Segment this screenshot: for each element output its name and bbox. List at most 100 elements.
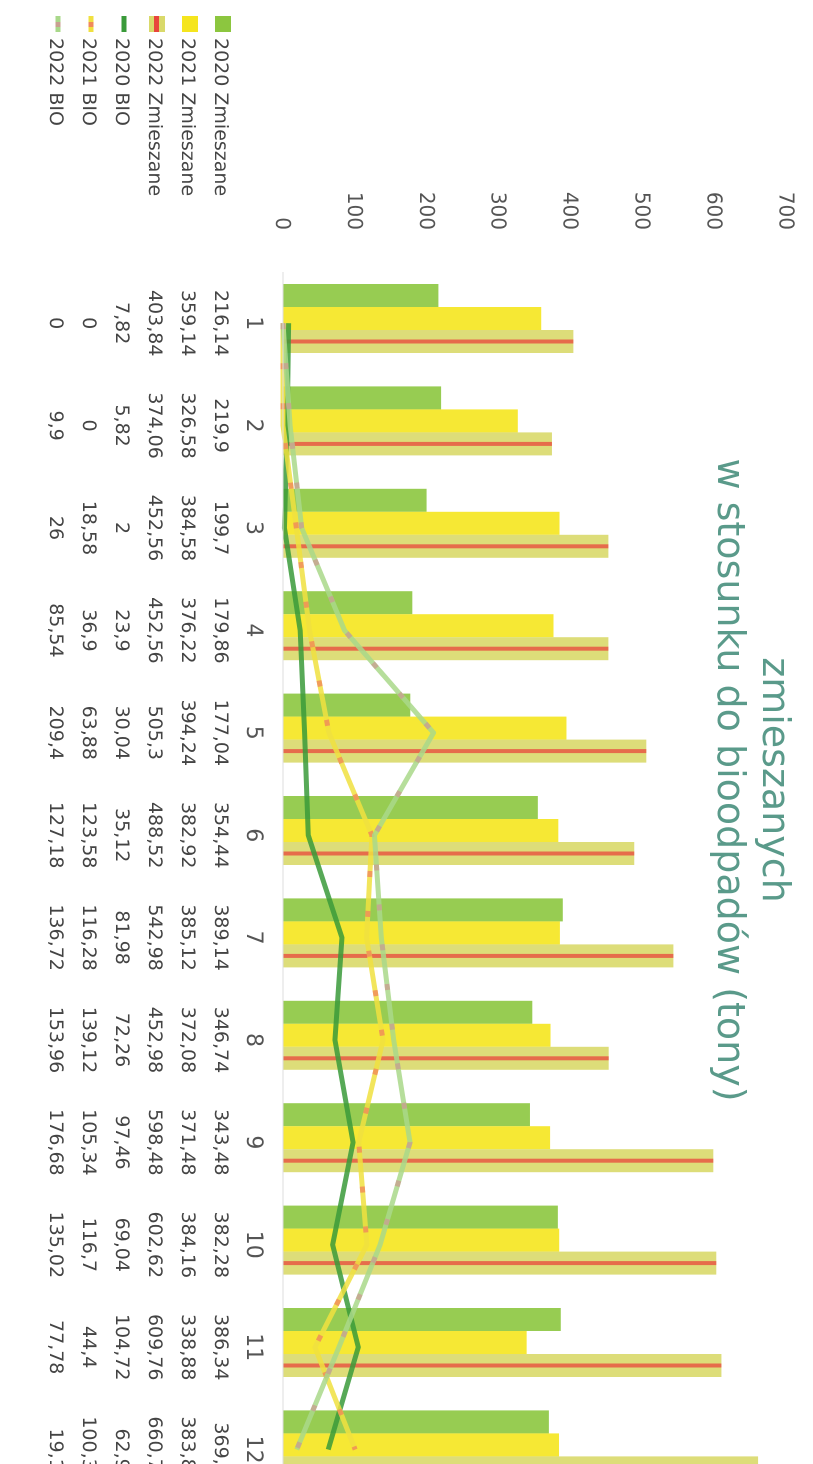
legend-label: 2020 BIO	[111, 38, 133, 126]
bar-stripe	[282, 1363, 722, 1368]
table-cell: 77,78	[45, 1320, 67, 1374]
table-cell: 505,3	[144, 706, 166, 760]
table-cell: 0	[78, 317, 100, 329]
legend-label: 2020 Zmieszane	[210, 38, 232, 196]
bar	[283, 591, 413, 615]
legend-swatch-stripe	[154, 16, 159, 32]
table-cell: 369,8	[210, 1422, 232, 1464]
table-cell: 18,58	[78, 501, 100, 555]
table-cell: 0	[45, 317, 67, 329]
table-cell: 382,92	[177, 802, 199, 868]
table-cell: 69,04	[111, 1218, 133, 1272]
table-cell: 376,22	[177, 597, 199, 663]
table-cell: 19,1	[45, 1428, 67, 1464]
table-cell: 338,88	[177, 1314, 199, 1380]
x-tick-label: 1	[241, 316, 266, 330]
y-tick-label: 0	[271, 217, 295, 230]
bar	[283, 1456, 759, 1464]
table-cell: 26	[45, 516, 67, 540]
table-cell: 44,4	[78, 1326, 100, 1368]
x-tick-label: 11	[241, 1333, 266, 1361]
x-tick-label: 9	[241, 1135, 266, 1149]
bar	[283, 1205, 558, 1229]
chart-title-line1: zmieszanych	[754, 657, 798, 902]
table-cell: 452,56	[144, 495, 166, 561]
series-line	[280, 323, 386, 1451]
bar	[282, 488, 427, 512]
table-cell: 116,28	[78, 904, 100, 970]
x-tick-label: 3	[241, 521, 266, 535]
bar	[283, 1000, 533, 1024]
bar	[283, 614, 554, 638]
x-tick-label: 5	[241, 726, 266, 740]
bar	[283, 307, 542, 330]
table-cell: 382,28	[210, 1212, 232, 1278]
table-cell: 354,44	[210, 802, 232, 868]
bar	[283, 1228, 560, 1252]
legend-label: 2021 Zmieszane	[177, 38, 199, 196]
table-cell: 9,9	[45, 410, 67, 440]
x-tick-label: 8	[241, 1033, 266, 1047]
table-cell: 0	[78, 420, 100, 432]
table-cell: 384,16	[177, 1212, 199, 1278]
table-cell: 176,68	[45, 1109, 67, 1175]
bar	[283, 386, 442, 410]
table-cell: 123,58	[78, 802, 100, 868]
table-cell: 5,82	[111, 404, 133, 446]
bar	[283, 716, 567, 740]
table-cell: 385,12	[177, 904, 199, 970]
bar-stripe	[283, 1056, 609, 1061]
bar	[282, 511, 560, 535]
legend-swatch	[215, 16, 231, 32]
bar	[283, 921, 560, 945]
legend-label: 2022 BIO	[45, 38, 67, 126]
table-cell: 371,48	[177, 1109, 199, 1175]
table-cell: 100,38	[78, 1416, 100, 1464]
table-cell: 660,74	[144, 1416, 166, 1464]
bar	[283, 284, 439, 307]
x-tick-label: 6	[241, 828, 266, 842]
x-tick-label: 12	[241, 1436, 266, 1464]
table-cell: 199,7	[210, 501, 232, 555]
table-cell: 136,72	[45, 904, 67, 970]
bar	[283, 409, 518, 433]
bar	[282, 1433, 560, 1457]
y-tick-label: 300	[487, 192, 511, 230]
table-cell: 216,14	[210, 290, 232, 356]
table-cell: 609,76	[144, 1314, 166, 1380]
bar-stripe	[283, 339, 574, 344]
table-cell: 394,24	[177, 700, 199, 766]
table-cell: 359,14	[177, 290, 199, 356]
x-tick-label: 4	[241, 623, 266, 637]
y-tick-label: 500	[631, 192, 655, 230]
table-cell: 209,4	[45, 706, 67, 760]
bar	[282, 693, 411, 717]
y-tick-label: 600	[702, 192, 726, 230]
legend-label: 2022 Zmieszane	[144, 38, 166, 196]
table-cell: 383,88	[177, 1416, 199, 1464]
table-cell: 346,74	[210, 1007, 232, 1073]
table-cell: 97,46	[111, 1115, 133, 1169]
table-cell: 389,14	[210, 904, 232, 970]
legend-swatch	[182, 16, 198, 32]
y-tick-label: 400	[559, 192, 583, 230]
bar-stripe	[283, 851, 635, 856]
table-cell: 127,18	[45, 802, 67, 868]
table-cell: 63,88	[78, 706, 100, 760]
bar	[283, 1023, 551, 1047]
y-tick-label: 100	[343, 192, 367, 230]
table-cell: 384,58	[177, 495, 199, 561]
bar-stripe	[282, 1158, 714, 1163]
table-cell: 179,86	[210, 597, 232, 663]
bar-stripe	[283, 1261, 717, 1266]
bar-stripe	[283, 441, 552, 446]
x-tick-label: 10	[241, 1231, 266, 1259]
bar	[283, 1126, 551, 1150]
bar-stripe	[283, 749, 647, 754]
table-cell: 23,9	[111, 609, 133, 651]
chart-title-line2: w stosunku do bioodpadów (tony)	[709, 458, 753, 1101]
legend-label: 2021 BIO	[78, 38, 100, 126]
table-cell: 36,9	[78, 609, 100, 651]
